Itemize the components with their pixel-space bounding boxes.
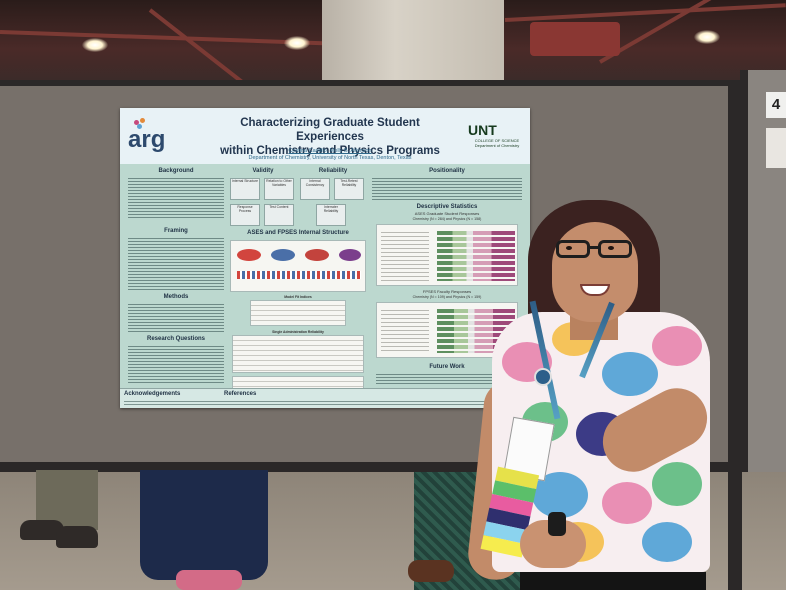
ceiling-light	[82, 38, 108, 52]
likert-item-labels	[381, 307, 429, 353]
floral-pattern	[602, 482, 652, 524]
board-post	[728, 80, 742, 590]
visitor-shoe	[56, 526, 98, 548]
reliability-box: Internal Consistency	[300, 178, 330, 200]
validity-item: Relation to Other Variables	[266, 179, 292, 187]
references-heading: References	[224, 391, 257, 397]
positionality-heading: Positionality	[429, 168, 465, 174]
glasses-bridge	[590, 246, 598, 249]
floral-pattern	[652, 326, 702, 366]
background-text	[128, 176, 224, 226]
ases-likert-chart	[376, 224, 518, 286]
lanyard-pin	[534, 368, 552, 386]
glasses-lens	[598, 240, 632, 258]
ases-counts: Chemistry (N = 284) and Physics (N = 158…	[412, 217, 482, 221]
methods-text	[128, 302, 224, 332]
validity-box: Relation to Other Variables	[264, 178, 294, 200]
visitor-skirt	[140, 470, 268, 580]
visitor-shoe	[20, 520, 64, 540]
poster-authors: Cristina Castillo, Molly B. Atkinson	[288, 148, 372, 154]
ceiling-banner	[530, 22, 620, 56]
footer-text	[124, 399, 524, 407]
validity-item: Response Process	[237, 205, 253, 213]
validity-box: Response Process	[230, 204, 260, 226]
research-poster: arg Characterizing Graduate Student Expe…	[120, 108, 530, 408]
methods-heading: Methods	[163, 294, 189, 300]
presenter-face	[552, 222, 638, 322]
presenter-pants	[520, 572, 706, 590]
factor-node	[305, 249, 329, 261]
validity-box: Internal Structure	[230, 178, 260, 200]
item-nodes	[237, 271, 361, 279]
unt-logo: UNT	[468, 122, 497, 138]
future-work-text	[376, 372, 516, 384]
poster-footer: Acknowledgements References	[120, 388, 530, 408]
booth-number: 4	[766, 92, 786, 118]
title-line-1: Characterizing Graduate Student Experien…	[240, 117, 420, 143]
unt-college: COLLEGE OF SCIENCE	[474, 138, 520, 143]
validity-item: Internal Structure	[231, 179, 258, 183]
research-questions-text	[128, 344, 224, 384]
ceiling-light	[284, 36, 310, 50]
poster-authors-block: Cristina Castillo, Molly B. Atkinson Dep…	[210, 148, 450, 162]
glasses-lens	[556, 240, 590, 258]
acknowledgements-heading: Acknowledgements	[124, 391, 181, 397]
concrete-pillar	[322, 0, 504, 82]
poster-affiliation: Department of Chemistry, University of N…	[248, 155, 412, 161]
title-line-2: within Chemistry and Physics Programs	[220, 145, 440, 157]
framing-text	[128, 236, 224, 292]
presenter-eye	[566, 246, 572, 250]
floral-pattern	[602, 352, 658, 396]
poster-header: arg Characterizing Graduate Student Expe…	[120, 108, 530, 164]
model-fit-table	[250, 300, 346, 326]
reliability-table	[232, 335, 364, 373]
validity-item: Test Content	[269, 205, 289, 209]
visitor-shoe	[176, 570, 242, 590]
single-admin-heading: Single Administration Reliability	[272, 330, 324, 334]
reliability-box: Test-Retest Reliability	[334, 178, 364, 200]
presenter-eye	[608, 246, 614, 250]
reliability-item: Interrater Reliability	[323, 205, 339, 213]
factor-node	[271, 249, 295, 261]
visitor-shoe	[408, 560, 454, 582]
factor-node	[237, 249, 261, 261]
factor-node	[339, 249, 361, 261]
poster-title: Characterizing Graduate Student Experien…	[210, 116, 450, 158]
ases-diagram	[230, 240, 366, 292]
watch-icon	[548, 512, 566, 536]
reliability-heading: Reliability	[318, 168, 348, 174]
ceiling-light	[694, 30, 720, 44]
fpses-counts: Chemistry (N = 109) and Physics (N = 159…	[412, 295, 482, 299]
unt-department: Department of Chemistry	[474, 143, 520, 148]
validity-heading: Validity	[252, 168, 274, 174]
future-work-heading: Future Work	[429, 364, 465, 370]
glasses-icon	[552, 238, 638, 260]
likert-item-labels	[381, 229, 429, 281]
ases-subtitle: ASES Graduate Student Responses	[414, 211, 480, 216]
logo-dot	[137, 124, 142, 129]
model-fit-heading: Model Fit Indices	[284, 295, 312, 299]
research-questions-heading: Research Questions	[146, 336, 206, 342]
ases-heading: ASES and FPSES Internal Structure	[247, 230, 349, 236]
positionality-text	[372, 176, 522, 200]
validity-box: Test Content	[264, 204, 294, 226]
floral-pattern	[652, 462, 702, 506]
reliability-box: Interrater Reliability	[316, 204, 346, 226]
logo-dot	[134, 120, 139, 125]
floral-pattern	[642, 522, 692, 562]
framing-heading: Framing	[164, 228, 188, 234]
background-heading: Background	[158, 168, 194, 174]
unt-subtitle: COLLEGE OF SCIENCE Department of Chemist…	[470, 138, 524, 148]
likert-bars	[437, 229, 515, 281]
reliability-item: Test-Retest Reliability	[340, 179, 358, 187]
booth-sign	[766, 128, 786, 168]
arg-logo: arg	[128, 126, 166, 153]
logo-dot	[140, 118, 145, 123]
descriptive-stats-heading: Descriptive Statistics	[416, 204, 478, 210]
fpses-subtitle: FPSES Faculty Responses	[422, 289, 472, 294]
reliability-item: Internal Consistency	[305, 179, 325, 187]
